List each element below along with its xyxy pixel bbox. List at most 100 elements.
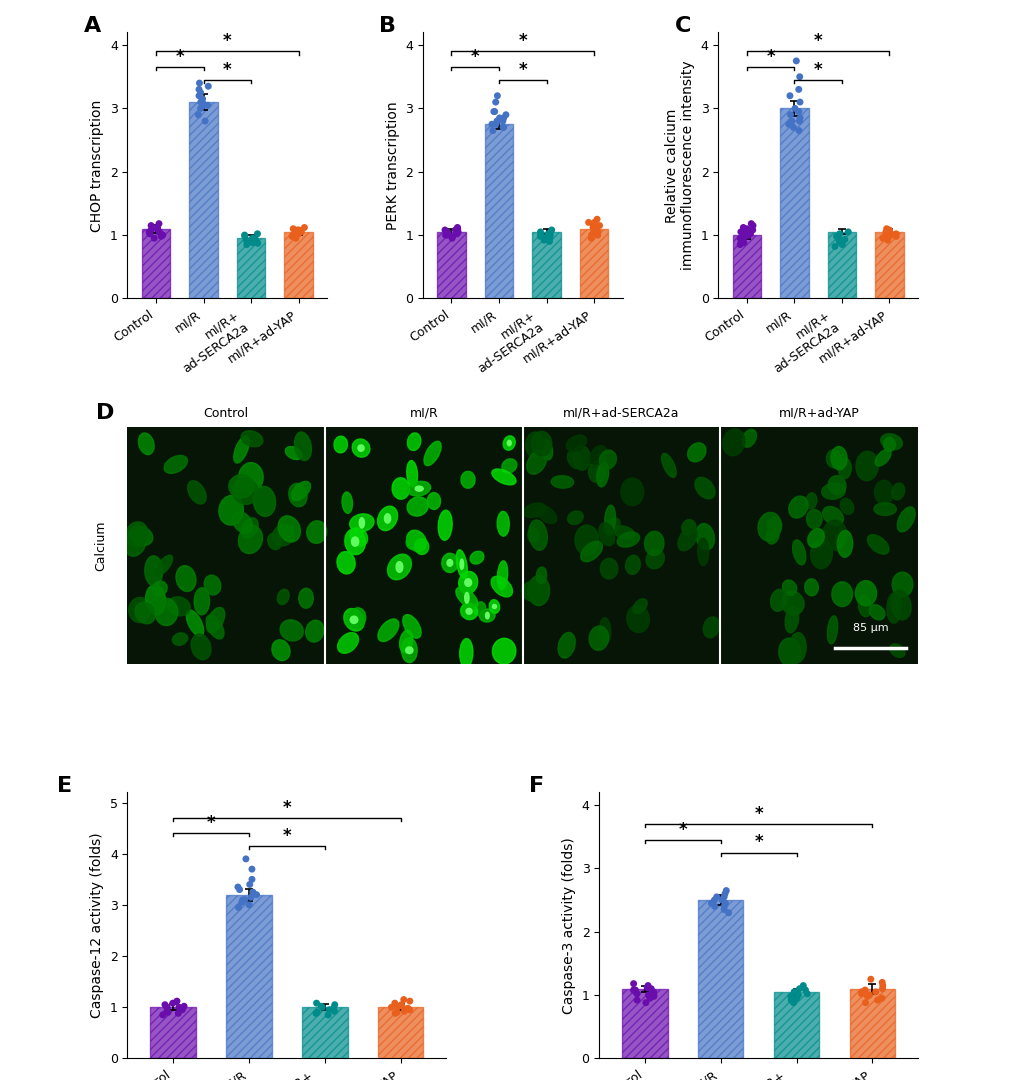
Text: mI/R+ad-YAP: mI/R+ad-YAP — [779, 406, 859, 419]
Ellipse shape — [461, 471, 475, 488]
Ellipse shape — [785, 606, 798, 633]
Point — [244, 861, 260, 878]
Ellipse shape — [506, 441, 511, 446]
Point — [283, 228, 300, 245]
Bar — [302, 1008, 347, 1058]
Point — [540, 225, 556, 242]
Point — [151, 224, 167, 241]
Point — [290, 225, 307, 242]
Ellipse shape — [291, 482, 310, 500]
Point — [287, 228, 304, 245]
Bar — [849, 988, 895, 1058]
Point — [245, 883, 261, 901]
Point — [443, 230, 460, 247]
Point — [146, 230, 162, 247]
Ellipse shape — [455, 550, 467, 579]
Point — [194, 94, 210, 111]
Ellipse shape — [873, 481, 893, 504]
Point — [236, 228, 253, 245]
Ellipse shape — [395, 562, 403, 572]
Bar — [773, 991, 818, 1058]
Point — [196, 96, 212, 113]
Ellipse shape — [822, 507, 843, 526]
Text: D: D — [96, 403, 114, 423]
Point — [240, 896, 257, 914]
Ellipse shape — [575, 525, 598, 555]
Point — [880, 221, 897, 239]
Ellipse shape — [146, 584, 165, 615]
Point — [243, 233, 259, 251]
Point — [393, 996, 410, 1013]
Text: *: * — [813, 32, 821, 50]
Ellipse shape — [821, 483, 845, 499]
Ellipse shape — [124, 528, 147, 556]
Ellipse shape — [492, 605, 496, 609]
Point — [705, 891, 721, 908]
Ellipse shape — [527, 528, 539, 543]
Point — [645, 988, 661, 1005]
Point — [238, 235, 255, 253]
Ellipse shape — [600, 558, 618, 579]
Point — [716, 886, 733, 903]
Ellipse shape — [837, 530, 852, 557]
Ellipse shape — [406, 647, 413, 653]
Point — [386, 995, 403, 1012]
Point — [829, 230, 846, 247]
Point — [627, 983, 643, 1000]
Ellipse shape — [590, 446, 606, 464]
Ellipse shape — [154, 555, 172, 577]
Ellipse shape — [807, 529, 823, 548]
Point — [151, 215, 167, 232]
Ellipse shape — [757, 512, 781, 541]
Point — [713, 891, 730, 908]
Point — [853, 983, 869, 1000]
Ellipse shape — [350, 514, 374, 532]
Bar — [522, 427, 719, 664]
Point — [706, 897, 722, 915]
Point — [143, 221, 159, 239]
Point — [155, 1007, 171, 1024]
Point — [143, 217, 159, 234]
Ellipse shape — [460, 559, 463, 569]
Point — [640, 986, 656, 1003]
Ellipse shape — [702, 617, 719, 638]
Ellipse shape — [613, 526, 634, 539]
Point — [832, 231, 848, 248]
Point — [585, 221, 601, 239]
Point — [781, 87, 797, 105]
Bar — [150, 1008, 196, 1058]
Ellipse shape — [522, 582, 541, 602]
Bar — [142, 229, 170, 298]
Ellipse shape — [307, 521, 326, 543]
Ellipse shape — [186, 610, 204, 636]
Point — [438, 227, 454, 244]
Ellipse shape — [769, 590, 786, 611]
Text: *: * — [518, 60, 527, 79]
Ellipse shape — [238, 462, 263, 491]
Ellipse shape — [446, 559, 452, 566]
Point — [286, 227, 303, 244]
Text: *: * — [678, 821, 687, 839]
Ellipse shape — [890, 591, 910, 620]
Point — [399, 1000, 416, 1017]
Ellipse shape — [441, 553, 458, 572]
Ellipse shape — [206, 616, 224, 639]
Bar — [579, 229, 607, 298]
Ellipse shape — [874, 449, 891, 467]
Ellipse shape — [840, 498, 853, 514]
Point — [586, 214, 602, 231]
Text: Calcium: Calcium — [95, 521, 108, 570]
Ellipse shape — [501, 459, 517, 473]
Point — [737, 228, 753, 245]
Point — [200, 96, 216, 113]
Point — [487, 116, 503, 133]
Ellipse shape — [358, 445, 364, 451]
Ellipse shape — [596, 462, 608, 487]
Point — [444, 228, 461, 245]
Point — [715, 888, 732, 905]
Ellipse shape — [550, 475, 573, 488]
Point — [744, 217, 760, 234]
Point — [197, 112, 213, 130]
Point — [719, 904, 736, 921]
Point — [639, 978, 655, 996]
